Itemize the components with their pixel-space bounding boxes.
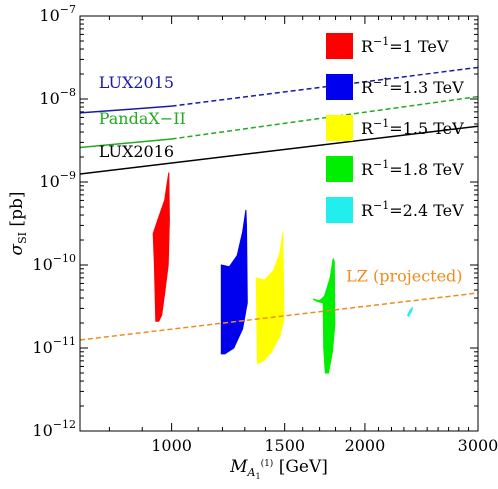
limit-2-solid-line: [80, 138, 172, 149]
legend-swatch: [326, 115, 353, 141]
exclusion-limit-lines: [80, 66, 478, 341]
x-tick-label: 3000: [458, 436, 498, 455]
limit-line-labels: LUX2015 PandaX−II LUX2016 LZ (projected): [99, 73, 463, 285]
axis-ticks: [80, 15, 479, 432]
legend-label: R−1=1.3 TeV: [361, 76, 464, 97]
y-tick-label: 10−8: [39, 86, 76, 108]
y-tick-label: 10−9: [39, 169, 76, 191]
region-3: [255, 231, 285, 365]
x-axis-label-unit: [GeV]: [273, 457, 328, 477]
legend-swatch: [326, 156, 353, 182]
limit-1-dashed-line: [171, 66, 478, 107]
region-4: [312, 258, 336, 374]
x-tick-label: 2000: [345, 436, 386, 455]
region-1: [152, 172, 170, 322]
legend-label: R−1=1 TeV: [361, 35, 449, 56]
y-tick-label: 10−11: [32, 335, 76, 357]
y-axis-label-unit: [pb]: [7, 192, 27, 232]
limit-1-label: LUX2015: [99, 73, 174, 92]
legend-label: R−1=1.8 TeV: [361, 158, 464, 179]
x-axis-label-main: M: [229, 457, 248, 477]
x-axis-label-sup: (1): [261, 458, 274, 469]
region-2: [220, 209, 248, 355]
y-axis-label-sub: SI: [16, 232, 29, 244]
legend-label: R−1=1.5 TeV: [361, 117, 464, 138]
limit-3-label: LUX2016: [99, 142, 174, 161]
y-axis-label-main: σ: [7, 243, 27, 255]
parameter-regions: [152, 172, 413, 374]
legend-swatch: [326, 74, 353, 100]
y-tick-label: 10−10: [32, 252, 76, 274]
y-tick-label: 10−12: [32, 418, 76, 440]
y-tick-label: 10−7: [39, 3, 76, 25]
limit-3-solid-line: [80, 125, 478, 175]
x-axis-label: MA1(1) [GeV]: [229, 457, 328, 481]
x-tick-label: 1500: [264, 436, 305, 455]
x-axis-label-sub: A: [247, 466, 256, 479]
legend-label: R−1=2.4 TeV: [361, 199, 464, 220]
plot-frame: [79, 15, 479, 432]
limit-2-label: PandaX−II: [99, 109, 186, 128]
legend-swatch: [326, 197, 353, 223]
limit-2-dashed-line: [171, 95, 478, 140]
region-5: [406, 306, 413, 318]
legend-swatch: [326, 33, 353, 59]
legend: R−1=1 TeV R−1=1.3 TeV R−1=1.5 TeV R−1=1.8 T…: [326, 33, 464, 223]
x-axis-label-subsub: 1: [255, 472, 260, 481]
y-axis-label: σSI [pb]: [7, 192, 29, 256]
limit-1-solid-line: [80, 105, 172, 114]
x-tick-label: 1000: [151, 436, 192, 455]
limit-4-label: LZ (projected): [346, 267, 462, 286]
limit-4-dashed-line: [80, 292, 478, 341]
tick-labels: 1000 1500 2000 3000 10−12 10−11 10−10 10−9 10−8 1…: [32, 3, 498, 455]
